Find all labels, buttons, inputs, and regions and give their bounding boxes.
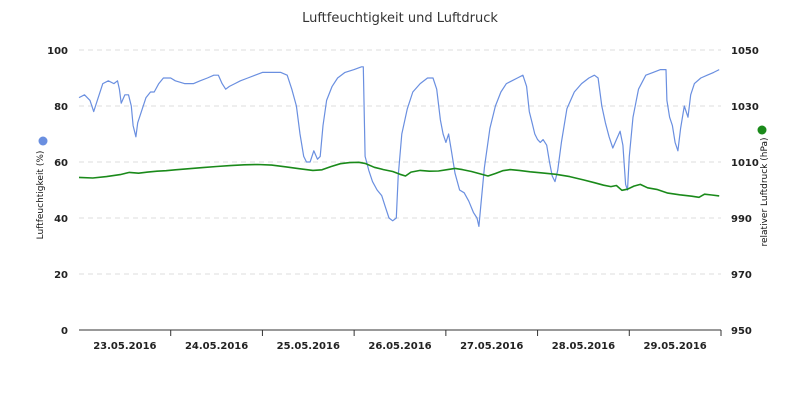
y-left-axis-label: Luftfeuchtigkeit (%) [36, 151, 46, 240]
grid-layer [79, 49, 721, 275]
x-tick-label: 25.05.2016 [277, 341, 340, 352]
y-right-tick-label: 1030 [731, 102, 759, 113]
y-right-tick-label: 970 [731, 270, 752, 281]
x-tick-label: 23.05.2016 [93, 341, 156, 352]
x-ticks: 23.05.2016 24.05.2016 25.05.2016 26.05.2016… [93, 330, 722, 352]
y-left-tick-label: 100 [47, 46, 68, 57]
y-left-tick-label: 60 [54, 158, 68, 169]
y-right-axis-label: relativer Luftdruck (hPa) [760, 137, 770, 246]
pressure-series-line [78, 161, 720, 199]
series-layer [78, 66, 720, 227]
x-tick-label: 29.05.2016 [644, 341, 707, 352]
y-left-tick-label: 0 [61, 326, 68, 337]
x-tick-label: 27.05.2016 [460, 341, 523, 352]
pressure-series-marker-icon [757, 125, 767, 135]
y-right-tick-label: 990 [731, 214, 752, 225]
y-right-tick-label: 1050 [731, 46, 759, 57]
y-left-ticks: 0 20 40 60 80 100 [47, 46, 68, 337]
y-left-tick-label: 80 [54, 102, 68, 113]
y-left-tick-label: 20 [54, 270, 68, 281]
y-right-tick-label: 1010 [731, 158, 759, 169]
chart-title: Luftfeuchtigkeit und Luftdruck [302, 11, 498, 26]
x-tick-label: 24.05.2016 [185, 341, 248, 352]
y-right-tick-label: 950 [731, 326, 752, 337]
y-left-tick-label: 40 [54, 214, 68, 225]
humidity-series-marker-icon [38, 136, 48, 146]
x-tick-label: 26.05.2016 [368, 341, 431, 352]
humidity-series-line [78, 66, 720, 227]
x-tick-label: 28.05.2016 [552, 341, 615, 352]
y-right-ticks: 950 970 990 1010 1030 1050 [731, 46, 759, 337]
